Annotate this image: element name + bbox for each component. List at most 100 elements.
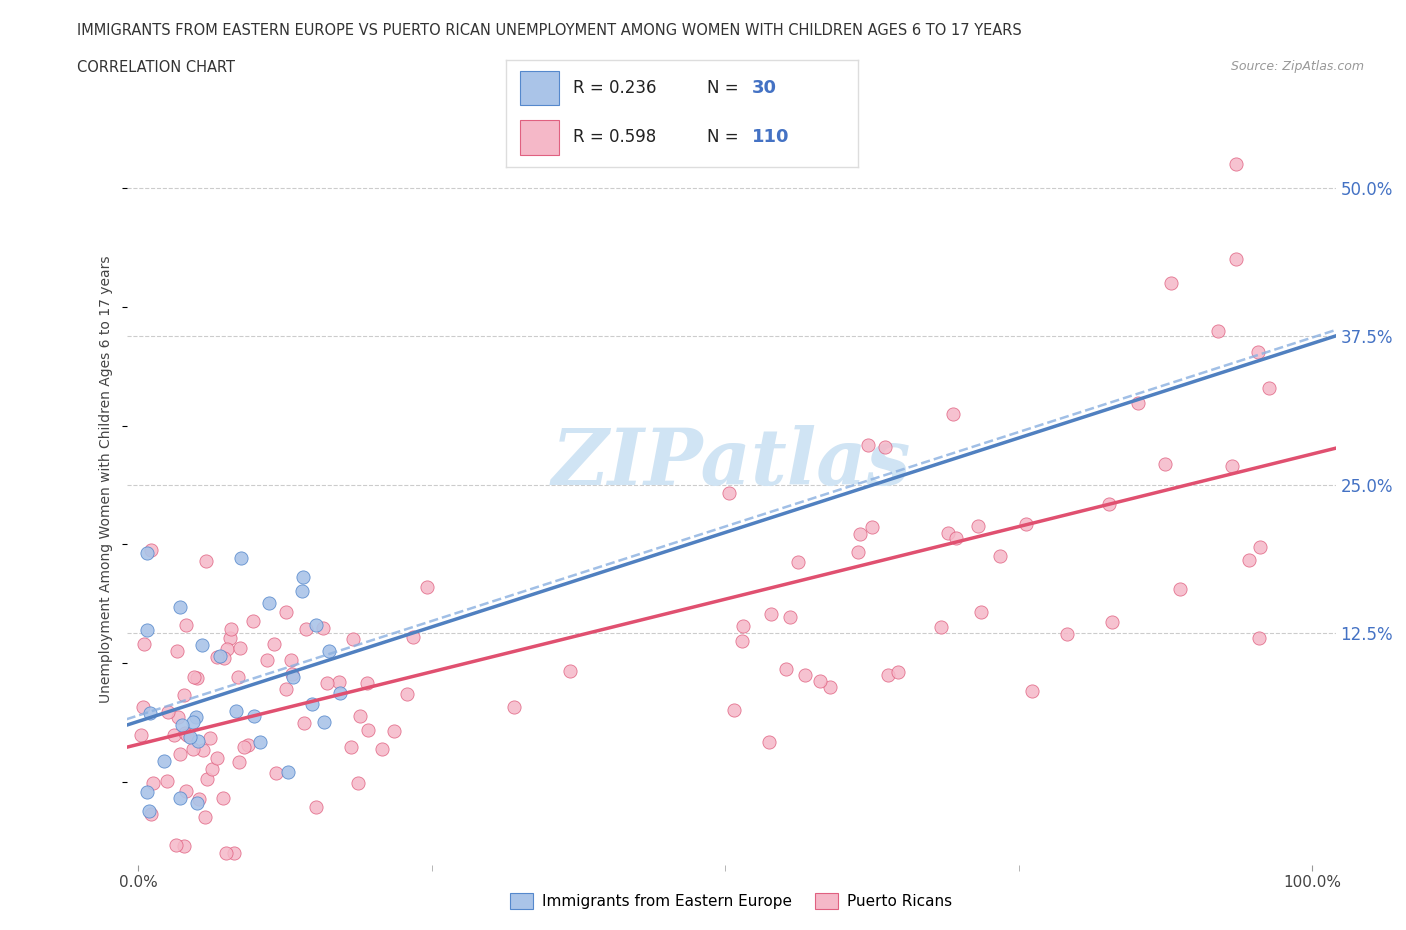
Point	[1249, 539, 1271, 554]
Text: R = 0.598: R = 0.598	[574, 128, 657, 146]
Point	[503, 700, 526, 715]
Point	[131, 727, 153, 742]
Point	[174, 725, 197, 740]
Point	[169, 599, 191, 614]
Point	[779, 610, 801, 625]
Text: CORRELATION CHART: CORRELATION CHART	[77, 60, 235, 75]
Point	[1126, 395, 1149, 410]
Point	[357, 723, 380, 737]
Point	[132, 700, 155, 715]
Point	[229, 641, 252, 656]
Point	[347, 776, 370, 790]
Point	[166, 644, 188, 658]
Point	[717, 485, 740, 500]
Point	[152, 754, 174, 769]
Point	[207, 751, 229, 765]
Point	[198, 730, 221, 745]
Point	[808, 673, 831, 688]
Point	[170, 718, 193, 733]
Point	[187, 734, 209, 749]
Point	[222, 845, 245, 860]
Point	[292, 716, 315, 731]
Text: R = 0.236: R = 0.236	[574, 79, 657, 98]
Y-axis label: Unemployment Among Women with Children Ages 6 to 17 years: Unemployment Among Women with Children A…	[100, 255, 114, 703]
Point	[988, 549, 1011, 564]
Point	[318, 644, 340, 659]
Point	[936, 525, 959, 540]
Text: N =: N =	[707, 128, 744, 146]
Point	[201, 762, 224, 777]
Point	[281, 667, 304, 682]
Point	[793, 667, 815, 682]
Point	[263, 636, 285, 651]
Point	[787, 554, 810, 569]
Point	[277, 764, 299, 779]
Point	[970, 604, 993, 619]
Point	[415, 580, 437, 595]
Point	[139, 806, 162, 821]
Point	[191, 743, 214, 758]
Point	[274, 681, 297, 696]
Point	[846, 544, 869, 559]
Point	[1168, 582, 1191, 597]
Point	[229, 551, 252, 565]
Point	[312, 620, 335, 635]
Point	[395, 687, 418, 702]
Point	[256, 653, 278, 668]
Point	[887, 664, 910, 679]
Point	[217, 642, 239, 657]
Point	[945, 530, 967, 545]
Point	[228, 754, 250, 769]
Point	[187, 791, 209, 806]
Point	[163, 728, 186, 743]
Point	[215, 845, 238, 860]
Point	[1154, 457, 1177, 472]
Point	[249, 735, 271, 750]
Point	[194, 810, 217, 825]
Point	[1021, 684, 1043, 698]
Point	[304, 618, 326, 632]
Point	[191, 638, 214, 653]
Point	[181, 741, 204, 756]
Point	[1225, 252, 1247, 267]
Point	[1258, 380, 1281, 395]
Text: ZIPatlas: ZIPatlas	[551, 425, 911, 502]
Point	[169, 746, 191, 761]
Point	[219, 621, 242, 636]
Point	[280, 653, 302, 668]
Point	[402, 630, 425, 644]
Point	[942, 406, 965, 421]
Point	[173, 687, 195, 702]
Point	[291, 569, 314, 584]
Point	[207, 649, 229, 664]
Point	[181, 714, 204, 729]
Text: IMMIGRANTS FROM EASTERN EUROPE VS PUERTO RICAN UNEMPLOYMENT AMONG WOMEN WITH CHI: IMMIGRANTS FROM EASTERN EUROPE VS PUERTO…	[77, 23, 1022, 38]
Point	[1098, 497, 1121, 512]
Point	[775, 661, 797, 676]
Point	[1225, 157, 1247, 172]
Point	[242, 709, 264, 724]
Point	[156, 704, 179, 719]
Point	[264, 765, 287, 780]
Point	[194, 553, 217, 568]
Point	[242, 613, 264, 628]
Point	[219, 631, 242, 645]
Point	[281, 670, 304, 684]
Point	[139, 705, 162, 720]
Point	[274, 605, 297, 620]
Point	[759, 606, 782, 621]
Point	[1208, 323, 1230, 338]
Point	[1247, 631, 1270, 645]
Point	[233, 739, 256, 754]
Point	[186, 710, 208, 724]
Point	[211, 790, 233, 805]
Point	[1246, 345, 1268, 360]
Point	[328, 674, 350, 689]
Text: N =: N =	[707, 79, 744, 98]
Point	[186, 796, 208, 811]
Point	[169, 790, 191, 805]
Point	[931, 619, 953, 634]
Point	[176, 727, 198, 742]
Point	[1015, 517, 1038, 532]
Point	[301, 697, 323, 711]
